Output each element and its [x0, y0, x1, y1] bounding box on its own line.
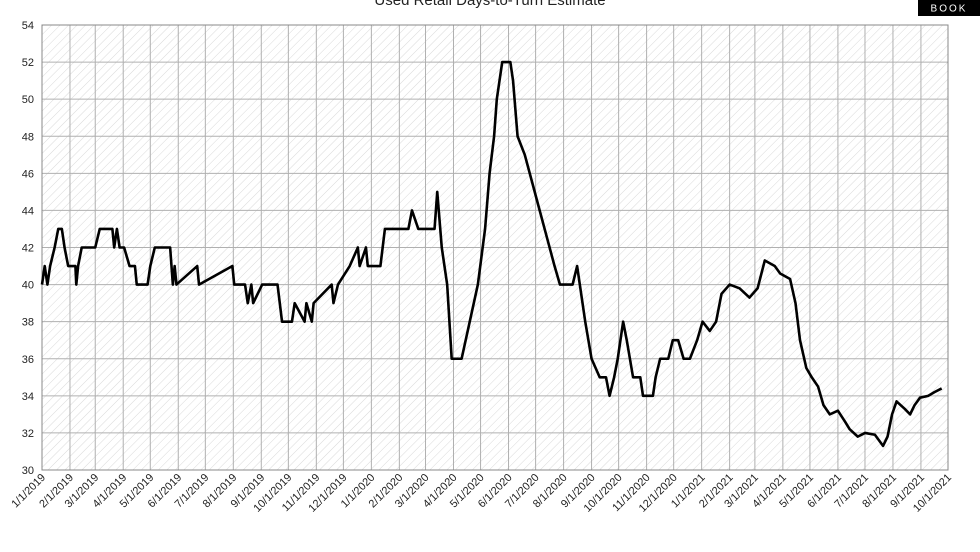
y-tick-label: 48 — [22, 131, 34, 143]
brand-badge — [918, 0, 980, 16]
y-tick-label: 46 — [22, 168, 34, 180]
data-line — [40, 60, 943, 448]
chart-title: Used Retail Days-to-Turn Estimate — [374, 0, 605, 9]
y-tick-label: 50 — [22, 94, 34, 106]
y-tick-label: 30 — [22, 465, 34, 477]
plot-border — [41, 24, 949, 471]
y-tick-label: 36 — [22, 354, 34, 366]
y-tick-label: 54 — [22, 20, 34, 32]
y-tick-label: 52 — [22, 57, 34, 69]
brand-text: BOOK — [931, 4, 968, 15]
y-tick-label: 42 — [22, 243, 34, 255]
y-tick-label: 32 — [22, 428, 34, 440]
y-tick-label: 44 — [22, 205, 34, 217]
y-tick-label: 40 — [22, 280, 34, 292]
y-tick-label: 34 — [22, 391, 34, 403]
y-tick-label: 38 — [22, 317, 34, 329]
